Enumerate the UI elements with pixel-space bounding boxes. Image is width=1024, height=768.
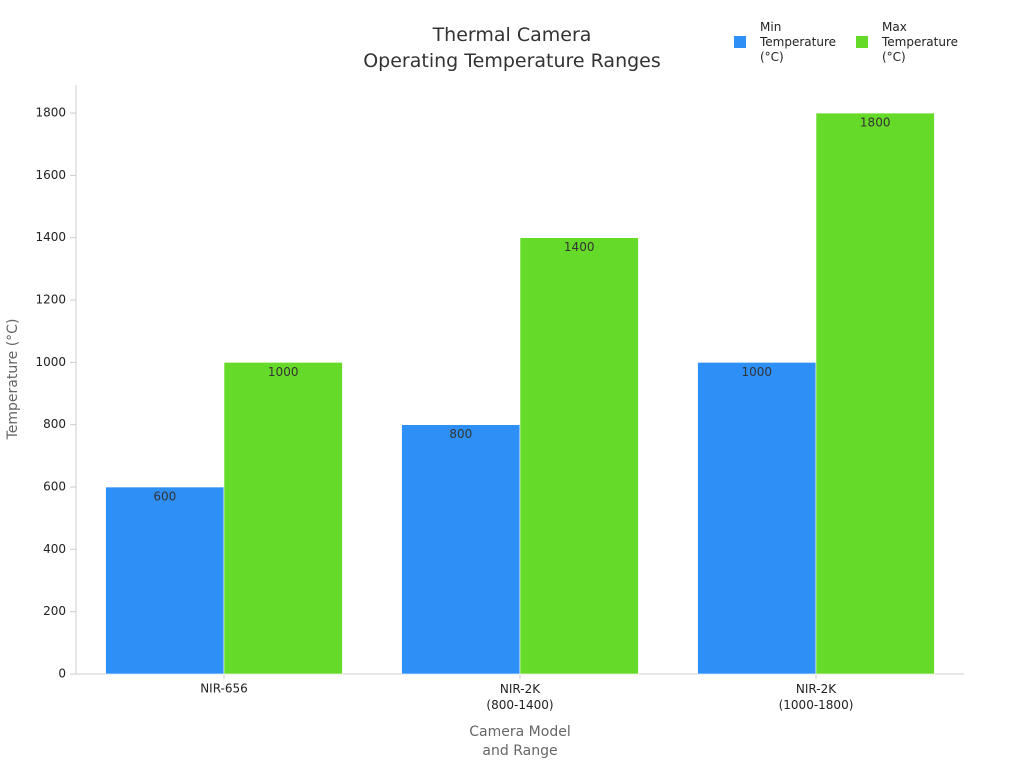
value-label: 1000 <box>268 365 299 379</box>
y-tick-label: 1400 <box>35 230 66 244</box>
bar <box>815 112 935 675</box>
value-label: 800 <box>449 427 472 441</box>
legend-label: Min Temperature (°C) <box>759 20 836 64</box>
legend-marker <box>856 36 868 48</box>
value-label: 1800 <box>860 116 891 130</box>
y-tick-label: 0 <box>58 667 66 681</box>
bar <box>401 424 521 675</box>
y-tick-label: 400 <box>43 542 66 556</box>
legend-label: Max Temperature (°C) <box>881 20 958 64</box>
y-tick-label: 1600 <box>35 168 66 182</box>
bar <box>519 237 639 675</box>
y-tick-label: 1000 <box>35 355 66 369</box>
value-label: 600 <box>153 490 176 504</box>
bar <box>697 362 817 675</box>
bar <box>223 362 343 675</box>
x-axis-title: Camera Model and Range <box>469 724 570 759</box>
x-tick-label: NIR-656 <box>200 682 248 696</box>
y-tick-label: 1200 <box>35 293 66 307</box>
y-tick-label: 600 <box>43 480 66 494</box>
bar <box>105 486 225 675</box>
x-tick-label: NIR-2K (800-1400) <box>486 682 553 712</box>
y-axis-title: Temperature (°C) <box>5 319 21 441</box>
chart-title: Thermal Camera Operating Temperature Rang… <box>363 24 661 72</box>
legend-marker <box>734 36 746 48</box>
y-tick-label: 800 <box>43 417 66 431</box>
y-tick-label: 1800 <box>35 106 66 120</box>
y-tick-label: 200 <box>43 604 66 618</box>
value-label: 1400 <box>564 240 595 254</box>
value-label: 1000 <box>742 365 773 379</box>
x-tick-label: NIR-2K (1000-1800) <box>779 682 854 712</box>
